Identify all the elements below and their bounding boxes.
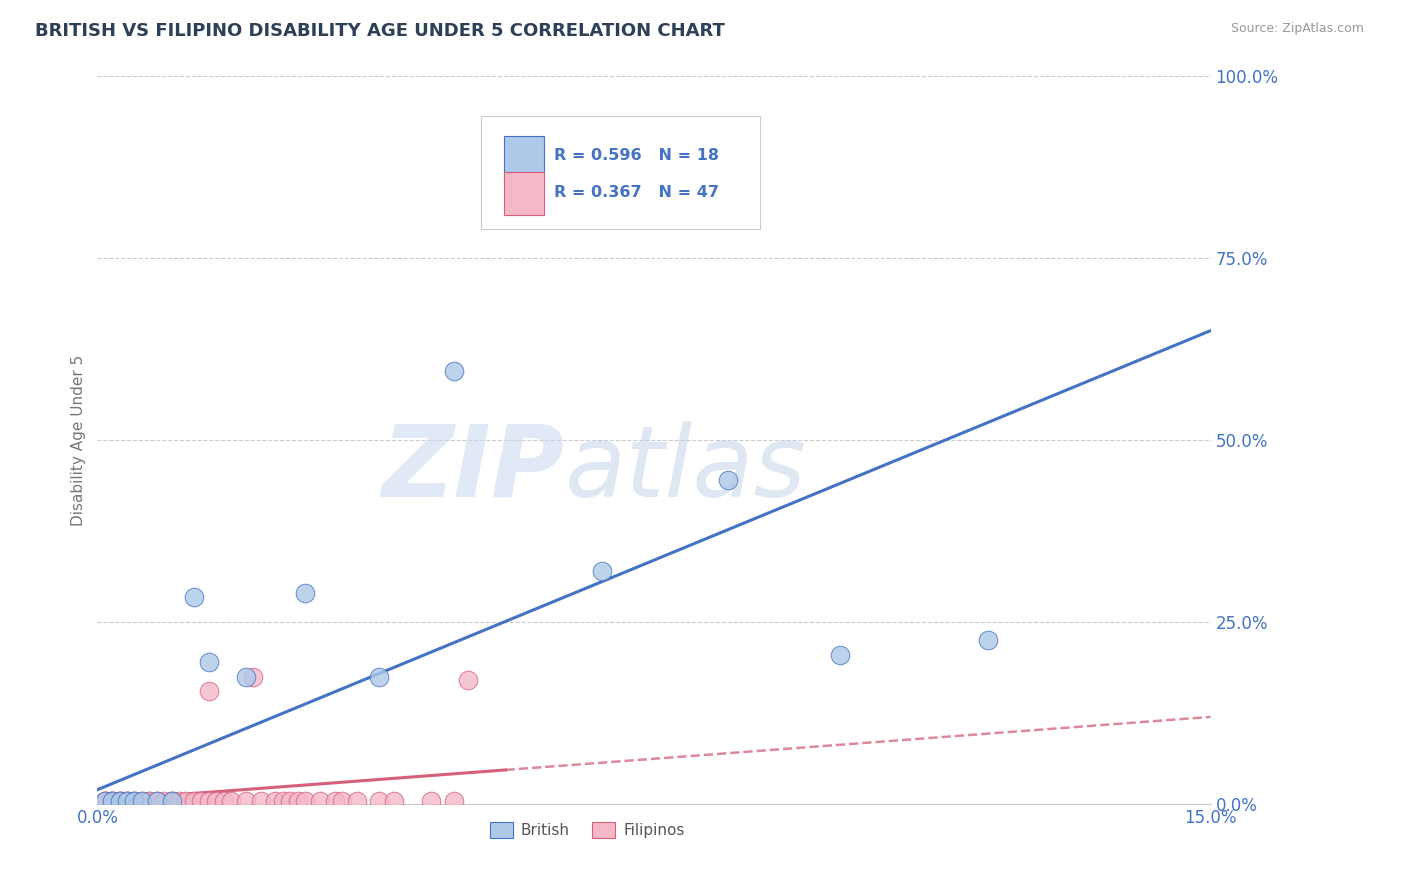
- Point: [101, 794, 124, 808]
- Point: [124, 794, 146, 808]
- Point: [420, 794, 443, 808]
- Point: [115, 794, 138, 808]
- Point: [278, 794, 301, 808]
- Point: [94, 794, 117, 808]
- Point: [131, 794, 153, 808]
- Text: R = 0.596   N = 18: R = 0.596 N = 18: [554, 148, 718, 163]
- Point: [94, 794, 117, 808]
- Point: [457, 673, 479, 688]
- Point: [183, 590, 205, 604]
- Point: [131, 794, 153, 808]
- Point: [242, 670, 264, 684]
- Point: [443, 794, 465, 808]
- Point: [101, 794, 124, 808]
- Point: [160, 794, 183, 808]
- Point: [115, 794, 138, 808]
- Point: [115, 794, 138, 808]
- Point: [382, 794, 405, 808]
- Point: [197, 794, 219, 808]
- Text: BRITISH VS FILIPINO DISABILITY AGE UNDER 5 CORRELATION CHART: BRITISH VS FILIPINO DISABILITY AGE UNDER…: [35, 22, 725, 40]
- Point: [591, 564, 613, 578]
- Point: [124, 794, 146, 808]
- Point: [287, 794, 309, 808]
- Text: atlas: atlas: [565, 420, 807, 517]
- Point: [330, 794, 353, 808]
- Point: [346, 794, 368, 808]
- Text: ZIP: ZIP: [382, 420, 565, 517]
- Point: [160, 794, 183, 808]
- FancyBboxPatch shape: [503, 136, 544, 179]
- Point: [167, 794, 190, 808]
- Point: [323, 794, 346, 808]
- Point: [828, 648, 851, 662]
- Point: [219, 794, 242, 808]
- Point: [294, 586, 316, 600]
- Point: [145, 794, 167, 808]
- Point: [368, 670, 391, 684]
- FancyBboxPatch shape: [481, 116, 759, 228]
- Point: [124, 794, 146, 808]
- Point: [190, 794, 212, 808]
- Point: [176, 794, 198, 808]
- Point: [101, 794, 124, 808]
- Point: [443, 364, 465, 378]
- Point: [271, 794, 294, 808]
- Point: [101, 794, 124, 808]
- Point: [309, 794, 332, 808]
- Point: [138, 794, 160, 808]
- Point: [101, 794, 124, 808]
- Point: [153, 794, 176, 808]
- Point: [977, 633, 1000, 648]
- Point: [212, 794, 235, 808]
- Point: [160, 794, 183, 808]
- Text: R = 0.367   N = 47: R = 0.367 N = 47: [554, 185, 718, 200]
- Point: [94, 794, 117, 808]
- FancyBboxPatch shape: [503, 172, 544, 216]
- Point: [368, 794, 391, 808]
- Point: [264, 794, 287, 808]
- Point: [108, 794, 131, 808]
- Point: [183, 794, 205, 808]
- Point: [145, 794, 167, 808]
- Point: [138, 794, 160, 808]
- Point: [235, 670, 257, 684]
- Point: [94, 794, 117, 808]
- Point: [108, 794, 131, 808]
- Point: [205, 794, 228, 808]
- Point: [717, 473, 740, 487]
- Point: [108, 794, 131, 808]
- Point: [197, 655, 219, 669]
- Y-axis label: Disability Age Under 5: Disability Age Under 5: [72, 354, 86, 525]
- Point: [235, 794, 257, 808]
- Legend: British, Filipinos: British, Filipinos: [484, 816, 690, 844]
- Point: [249, 794, 271, 808]
- Point: [294, 794, 316, 808]
- Point: [197, 684, 219, 698]
- Point: [108, 794, 131, 808]
- Text: Source: ZipAtlas.com: Source: ZipAtlas.com: [1230, 22, 1364, 36]
